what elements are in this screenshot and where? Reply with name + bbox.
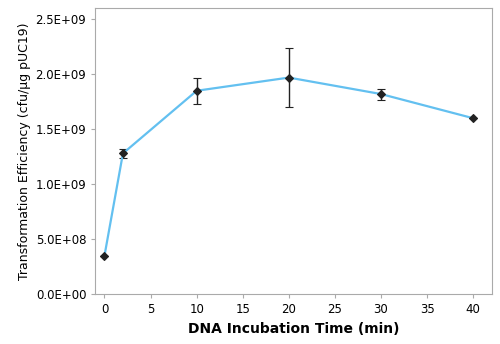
Y-axis label: Transformation Efficiency (cfu/μg pUC19): Transformation Efficiency (cfu/μg pUC19) — [18, 22, 32, 280]
X-axis label: DNA Incubation Time (min): DNA Incubation Time (min) — [188, 322, 399, 336]
